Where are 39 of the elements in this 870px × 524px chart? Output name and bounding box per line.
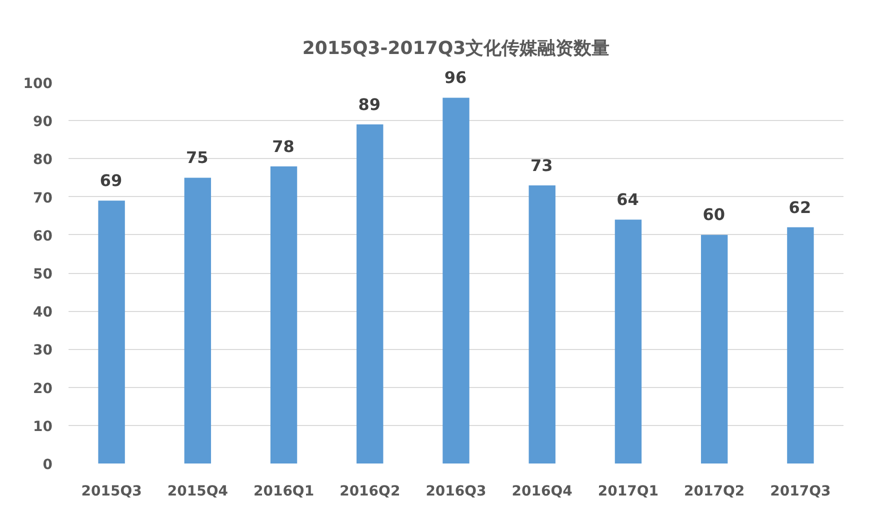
bar — [356, 124, 384, 464]
data-label: 78 — [272, 136, 294, 156]
x-tick-label: 2017Q1 — [598, 484, 659, 500]
data-label: 75 — [186, 148, 208, 168]
x-tick-label: 2015Q3 — [81, 484, 142, 500]
y-tick-label: 30 — [33, 342, 53, 359]
x-tick-label: 2017Q3 — [770, 484, 831, 500]
x-tick-label: 2015Q4 — [167, 484, 228, 500]
chart-title: 2015Q3-2017Q3文化传媒融资数量 — [302, 38, 610, 59]
x-tick-label: 2016Q2 — [340, 484, 400, 500]
y-tick-label: 100 — [23, 76, 53, 92]
bar — [98, 200, 125, 464]
x-tick-label: 2016Q4 — [512, 484, 573, 500]
data-label: 64 — [616, 190, 639, 210]
data-label: 62 — [788, 198, 812, 217]
bar — [270, 166, 298, 464]
y-tick-label: 50 — [33, 266, 53, 282]
data-label: 73 — [530, 156, 553, 175]
y-tick-label: 40 — [33, 304, 53, 321]
data-label: 89 — [358, 94, 381, 114]
bar — [787, 227, 814, 464]
bar — [528, 185, 556, 464]
y-tick-label: 60 — [33, 228, 53, 244]
data-label: 60 — [702, 205, 725, 224]
data-label: 96 — [444, 68, 467, 88]
y-tick-label: 90 — [33, 114, 53, 130]
bar — [614, 220, 642, 464]
y-tick-label: 20 — [33, 380, 53, 397]
data-label: 69 — [100, 171, 122, 190]
x-tick-label: 2016Q1 — [253, 484, 314, 500]
x-tick-label: 2017Q2 — [684, 484, 745, 500]
bar — [184, 178, 212, 464]
bar — [700, 234, 728, 464]
bar — [442, 98, 470, 464]
y-tick-label: 10 — [33, 418, 53, 435]
y-tick-label: 80 — [33, 152, 53, 168]
y-tick-label: 70 — [33, 190, 53, 206]
x-tick-label: 2016Q3 — [426, 484, 486, 500]
y-tick-label: 0 — [42, 457, 53, 473]
